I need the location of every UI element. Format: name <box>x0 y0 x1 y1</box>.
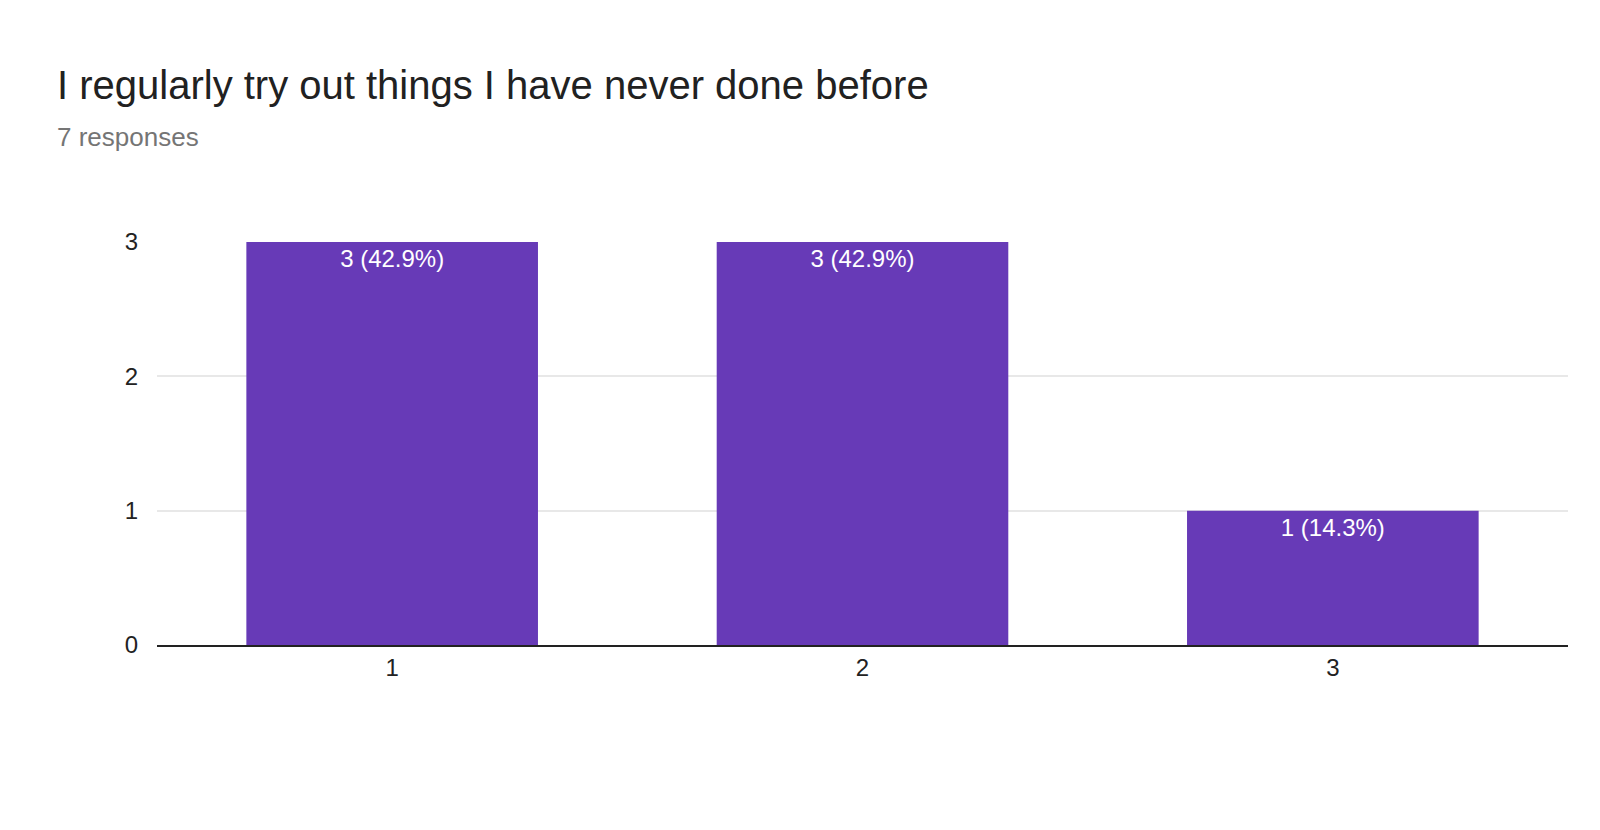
svg-text:3 (42.9%): 3 (42.9%) <box>810 245 914 272</box>
svg-text:1: 1 <box>125 497 138 524</box>
svg-text:2: 2 <box>856 654 869 681</box>
svg-text:1 (14.3%): 1 (14.3%) <box>1281 514 1385 541</box>
svg-text:0: 0 <box>125 631 138 658</box>
svg-text:7 responses: 7 responses <box>57 122 199 152</box>
svg-text:2: 2 <box>125 363 138 390</box>
svg-text:3: 3 <box>125 228 138 255</box>
svg-text:1: 1 <box>385 654 398 681</box>
svg-text:I regularly try out things I h: I regularly try out things I have never … <box>57 63 929 107</box>
svg-text:3 (42.9%): 3 (42.9%) <box>340 245 444 272</box>
svg-text:3: 3 <box>1326 654 1339 681</box>
